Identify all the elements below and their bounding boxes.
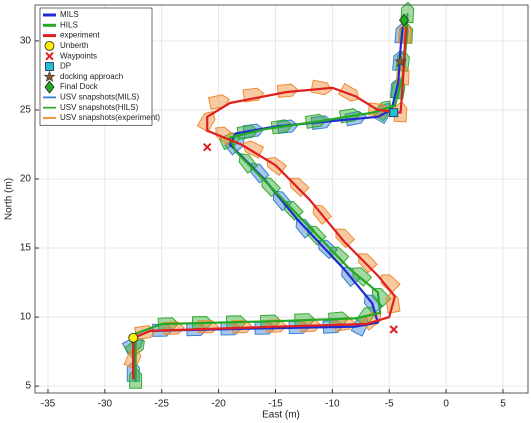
usv-snapshot <box>335 228 356 249</box>
x-tick-label: -35 <box>41 399 56 410</box>
y-tick-label: 10 <box>20 312 32 323</box>
marker <box>389 108 399 118</box>
legend-label: USV snapshots(experiment) <box>60 113 160 122</box>
legend-marker <box>43 70 56 82</box>
usv-snapshot <box>352 267 373 287</box>
x-tick-label: -10 <box>325 399 340 410</box>
x-tick-label: -30 <box>98 399 113 410</box>
x-tick-label: 5 <box>500 399 506 410</box>
marker <box>399 13 410 27</box>
y-tick-label: 15 <box>20 243 32 254</box>
legend-label: Unberth <box>60 41 88 50</box>
x-tick-label: -5 <box>385 399 394 410</box>
legend-box <box>39 7 153 126</box>
legend-marker <box>45 62 54 71</box>
markers <box>128 13 410 343</box>
y-tick-label: 30 <box>20 36 32 47</box>
marker <box>203 143 212 152</box>
axes-box <box>34 4 529 394</box>
legend-label: USV snapshots(MILS) <box>60 93 139 102</box>
usv-snapshot <box>317 239 339 260</box>
usv-snapshot <box>380 274 401 294</box>
legend-label: Final Dock <box>60 82 99 91</box>
legend-marker <box>45 51 54 61</box>
y-tick-label: 5 <box>25 381 31 392</box>
legend-marker <box>44 80 55 94</box>
x-tick-label: -15 <box>268 399 283 410</box>
legend-label: Waypoints <box>60 51 97 60</box>
legend-label: experiment <box>60 31 100 40</box>
usv-snapshot <box>310 79 333 96</box>
legend-label: DP <box>60 62 71 71</box>
ticks: -35 -30 -25 -20 -15 -10 -5 0 5 5 10 15 20 25 30 <box>20 36 506 410</box>
marker <box>128 332 139 343</box>
legend-label: MILS <box>60 10 79 19</box>
x-tick-label: -20 <box>211 399 226 410</box>
x-tick-label: 0 <box>443 399 449 410</box>
grid <box>35 5 528 393</box>
legend-label: USV snapshots(HILS) <box>60 103 139 112</box>
legend-marker <box>44 41 55 51</box>
x-tick-label: -25 <box>154 399 169 410</box>
y-axis-label: North (m) <box>4 178 15 220</box>
series-line <box>132 27 408 380</box>
y-tick-label: 20 <box>20 174 32 185</box>
usv-snapshot <box>289 177 310 198</box>
usv-snapshot <box>358 253 378 274</box>
marker <box>394 55 407 67</box>
legend-label: HILS <box>60 20 78 29</box>
series-line <box>134 13 409 382</box>
marker <box>389 325 398 334</box>
y-tick-label: 25 <box>20 105 32 116</box>
x-axis-label: East (m) <box>262 410 300 421</box>
legend-label: docking approach <box>60 72 123 81</box>
usv-snapshot <box>276 83 299 98</box>
